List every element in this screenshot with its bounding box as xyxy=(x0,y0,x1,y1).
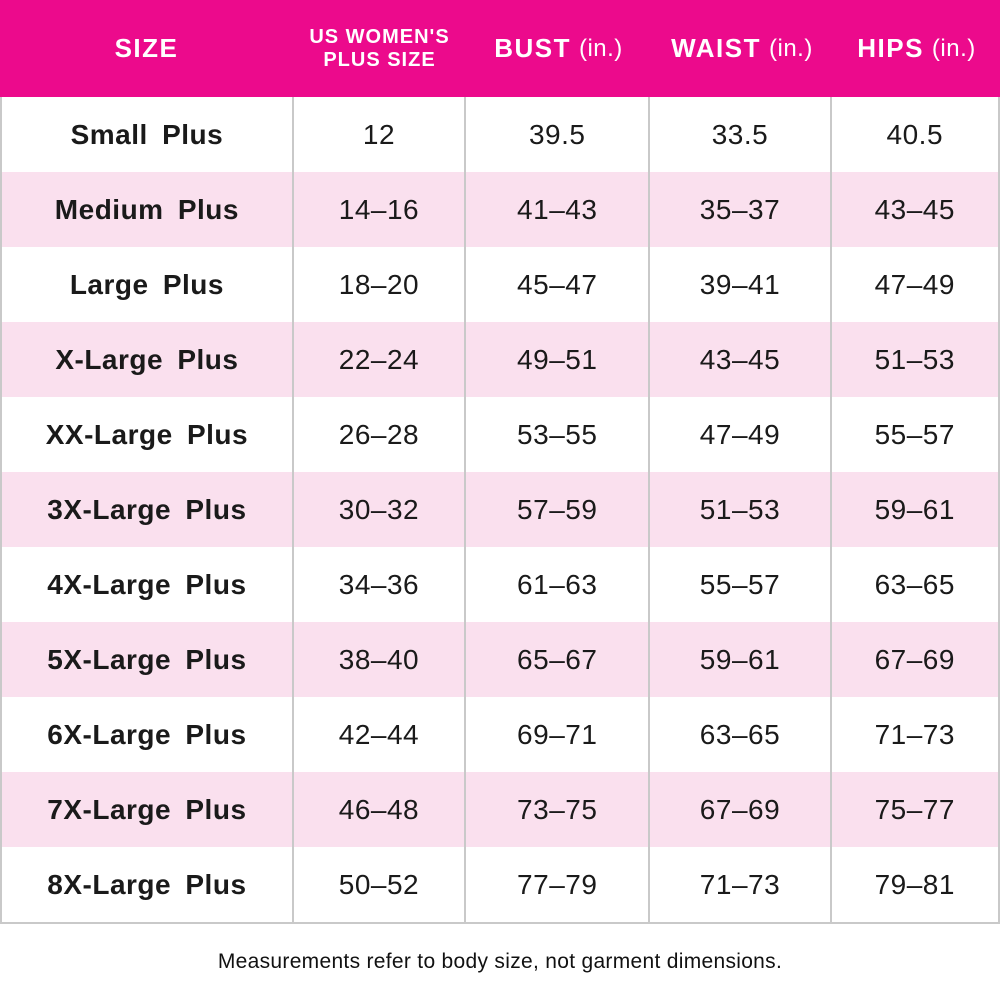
hips-cell: 63–65 xyxy=(874,568,955,600)
waist-cell: 39–41 xyxy=(650,247,832,322)
bust-cell: 41–43 xyxy=(466,172,651,247)
size-cell: XX-Large Plus xyxy=(2,397,294,472)
us-plus-size-cell: 18–20 xyxy=(294,247,467,322)
waist-cell: 71–73 xyxy=(650,847,832,922)
table-row: 3X-Large Plus 30–32 57–59 51–53 59–61 xyxy=(2,472,998,547)
us-plus-size-cell: 50–52 xyxy=(294,847,467,922)
header-hips-unit: (in.) xyxy=(931,34,976,62)
table-header-row: SIZE US WOMEN'S PLUS SIZE BUST (in.) WAI… xyxy=(0,0,1000,97)
size-cell: Medium Plus xyxy=(2,172,294,247)
header-bust-label: BUST xyxy=(494,32,571,63)
table-row: 6X-Large Plus 42–44 69–71 63–65 71–73 xyxy=(2,697,998,772)
table-body: Small Plus 12 39.5 33.5 40.5 Medium Plus… xyxy=(0,97,1000,924)
hips-cell: 71–73 xyxy=(874,718,955,750)
waist-cell: 35–37 xyxy=(650,172,832,247)
us-plus-size-cell: 22–24 xyxy=(294,322,467,397)
header-hips: HIPS (in.) xyxy=(833,0,1000,97)
hips-cell: 55–57 xyxy=(874,418,955,450)
us-plus-size-cell: 34–36 xyxy=(294,547,467,622)
bust-cell: 49–51 xyxy=(466,322,651,397)
header-waist-unit: (in.) xyxy=(769,34,813,62)
waist-cell: 43–45 xyxy=(650,322,832,397)
hips-cell: 43–45 xyxy=(874,193,955,225)
bust-cell: 61–63 xyxy=(466,547,651,622)
hips-cell: 67–69 xyxy=(874,643,955,675)
header-bust-unit: (in.) xyxy=(578,34,623,62)
us-plus-size-cell: 38–40 xyxy=(294,622,467,697)
bust-cell: 69–71 xyxy=(466,697,651,772)
bust-cell: 57–59 xyxy=(466,472,651,547)
us-plus-size-cell: 42–44 xyxy=(294,697,467,772)
header-waist: WAIST (in.) xyxy=(651,0,833,97)
bust-cell: 39.5 xyxy=(466,97,651,172)
hips-cell: 59–61 xyxy=(874,493,955,525)
hips-cell: 40.5 xyxy=(886,118,944,150)
size-cell: 6X-Large Plus xyxy=(2,697,294,772)
bust-cell: 73–75 xyxy=(466,772,651,847)
table-row: XX-Large Plus 26–28 53–55 47–49 55–57 xyxy=(2,397,998,472)
size-cell: 3X-Large Plus xyxy=(2,472,294,547)
size-cell: X-Large Plus xyxy=(2,322,294,397)
bust-cell: 65–67 xyxy=(466,622,651,697)
us-plus-size-cell: 26–28 xyxy=(294,397,467,472)
table-row: Small Plus 12 39.5 33.5 40.5 xyxy=(2,97,998,172)
bust-cell: 77–79 xyxy=(466,847,651,922)
size-cell: Small Plus xyxy=(2,97,294,172)
bust-cell: 45–47 xyxy=(466,247,651,322)
waist-cell: 63–65 xyxy=(650,697,832,772)
header-us-womens-plus-size: US WOMEN'S PLUS SIZE xyxy=(293,0,466,97)
table-row: 4X-Large Plus 34–36 61–63 55–57 63–65 xyxy=(2,547,998,622)
waist-cell: 47–49 xyxy=(650,397,832,472)
hips-cell: 75–77 xyxy=(874,793,955,825)
header-us-line1: US WOMEN'S xyxy=(309,25,450,48)
header-bust: BUST (in.) xyxy=(466,0,651,97)
hips-cell: 79–81 xyxy=(874,868,955,900)
header-size: SIZE xyxy=(114,32,179,63)
us-plus-size-cell: 30–32 xyxy=(294,472,467,547)
table-row: 8X-Large Plus 50–52 77–79 71–73 79–81 xyxy=(2,847,998,922)
size-cell: 7X-Large Plus xyxy=(2,772,294,847)
size-cell: 8X-Large Plus xyxy=(2,847,294,922)
header-waist-label: WAIST xyxy=(671,32,761,63)
table-row: Large Plus 18–20 45–47 39–41 47–49 xyxy=(2,247,998,322)
waist-cell: 67–69 xyxy=(650,772,832,847)
us-plus-size-cell: 12 xyxy=(294,97,467,172)
size-cell: 5X-Large Plus xyxy=(2,622,294,697)
waist-cell: 59–61 xyxy=(650,622,832,697)
waist-cell: 33.5 xyxy=(650,97,832,172)
hips-cell: 47–49 xyxy=(874,268,955,300)
us-plus-size-cell: 46–48 xyxy=(294,772,467,847)
size-cell: 4X-Large Plus xyxy=(2,547,294,622)
table-row: 5X-Large Plus 38–40 65–67 59–61 67–69 xyxy=(2,622,998,697)
table-row: 7X-Large Plus 46–48 73–75 67–69 75–77 xyxy=(2,772,998,847)
size-cell: Large Plus xyxy=(2,247,294,322)
header-hips-label: HIPS xyxy=(857,32,924,63)
us-plus-size-cell: 14–16 xyxy=(294,172,467,247)
header-us-womens-plus-size-text: US WOMEN'S PLUS SIZE xyxy=(309,26,449,72)
waist-cell: 51–53 xyxy=(650,472,832,547)
hips-cell: 51–53 xyxy=(874,343,955,375)
waist-cell: 55–57 xyxy=(650,547,832,622)
header-us-line2: PLUS SIZE xyxy=(323,48,436,71)
bust-cell: 53–55 xyxy=(466,397,651,472)
footnote: Measurements refer to body size, not gar… xyxy=(217,950,783,973)
table-row: Medium Plus 14–16 41–43 35–37 43–45 xyxy=(2,172,998,247)
table-row: X-Large Plus 22–24 49–51 43–45 51–53 xyxy=(2,322,998,397)
